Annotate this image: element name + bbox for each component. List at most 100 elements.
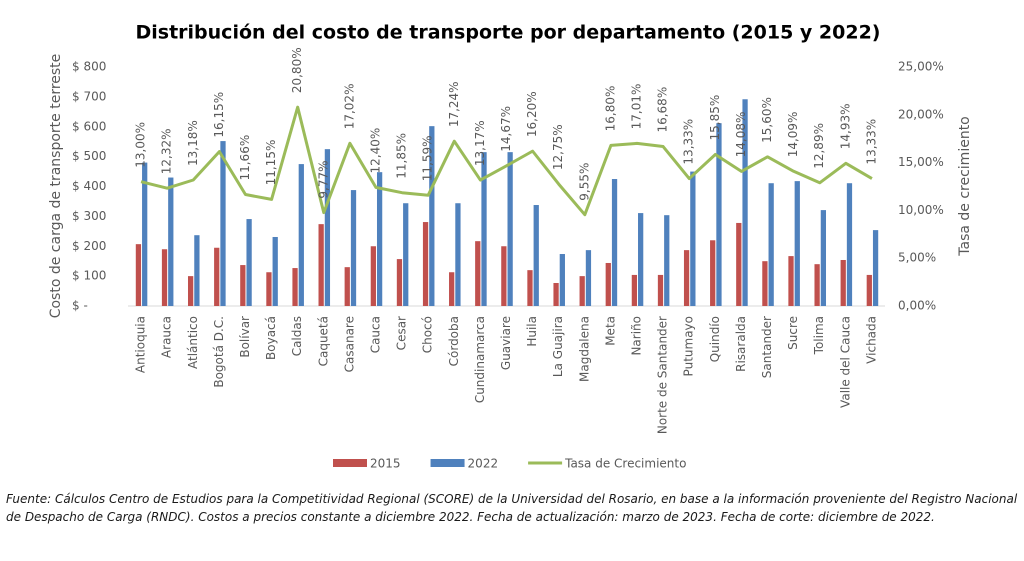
y-tick-label: $ 200 — [72, 239, 106, 253]
bar — [690, 171, 696, 306]
bar — [429, 126, 435, 306]
y-tick-label: $ 800 — [72, 60, 106, 74]
data-label: 12,75% — [551, 124, 565, 170]
x-tick-label: Quindío — [708, 316, 722, 362]
x-tick-label: Boyacá — [264, 316, 278, 360]
x-tick-label: Cesar — [395, 316, 409, 350]
bar — [501, 246, 507, 306]
x-tick-label: Guaviare — [499, 316, 513, 370]
bar — [736, 222, 742, 306]
bar — [846, 183, 853, 306]
y-tick-label: $ 300 — [72, 209, 106, 223]
y2-tick-label: 20,00% — [898, 107, 944, 121]
y-tick-label: $ 600 — [72, 119, 106, 133]
x-tick-label: Risaralda — [734, 316, 748, 372]
data-label: 14,93% — [838, 104, 852, 150]
y2-tick-label: 0,00% — [898, 299, 936, 313]
bar — [481, 152, 487, 306]
data-label: 16,20% — [525, 91, 539, 137]
data-label: 16,80% — [603, 86, 617, 132]
x-tick-label: Tolima — [812, 316, 826, 355]
bar — [135, 244, 142, 306]
bar — [814, 264, 820, 306]
x-tick-label: Bolívar — [238, 316, 252, 358]
bar — [657, 274, 664, 306]
y2-axis-title: Tasa de crecimiento — [957, 116, 973, 257]
legend-swatch — [333, 459, 367, 467]
y-tick-label: $ - — [72, 299, 88, 313]
bar — [370, 246, 376, 306]
data-label: 11,15% — [264, 140, 278, 186]
legend-swatch — [430, 459, 465, 467]
x-tick-label: Cundinamarca — [473, 316, 487, 403]
bar — [350, 190, 357, 306]
x-tick-label: Vichada — [864, 316, 878, 364]
bar — [266, 272, 272, 306]
x-tick-label: Chocó — [421, 316, 435, 353]
bar — [318, 224, 324, 306]
y2-tick-label: 15,00% — [898, 155, 944, 169]
data-label: 12,40% — [368, 128, 382, 174]
bar — [866, 274, 872, 306]
data-label: 15,85% — [708, 95, 722, 141]
data-label: 13,00% — [134, 122, 148, 168]
x-tick-label: Putumayo — [682, 316, 696, 376]
bar — [403, 203, 409, 306]
y-tick-label: $ 500 — [72, 149, 106, 163]
data-label: 15,60% — [760, 97, 774, 143]
x-tick-label: Atlántico — [186, 316, 200, 369]
bar — [396, 259, 403, 306]
data-label: 13,17% — [473, 120, 487, 166]
data-label: 16,15% — [212, 92, 226, 138]
x-tick-label: Caquetá — [316, 316, 330, 366]
x-tick-label: Magdalena — [577, 316, 591, 382]
bar — [788, 256, 794, 306]
bar — [553, 282, 559, 306]
data-label: 9,77% — [316, 160, 330, 198]
data-label: 14,08% — [734, 112, 748, 158]
x-tick-label: Sucre — [786, 316, 800, 350]
x-tick-label: Norte de Santander — [656, 316, 670, 434]
bar — [664, 215, 670, 306]
data-label: 14,09% — [786, 112, 800, 158]
bar — [638, 213, 644, 306]
bar — [585, 250, 592, 306]
data-label: 14,67% — [499, 106, 513, 152]
bar — [220, 141, 226, 306]
bar — [794, 181, 800, 306]
x-tick-label: Valle del Cauca — [838, 316, 852, 408]
legend-label: Tasa de Crecimiento — [564, 457, 686, 471]
x-tick-label: Caldas — [290, 316, 304, 356]
data-label: 13,33% — [682, 119, 696, 165]
x-tick-label: Arauca — [160, 316, 174, 358]
bar — [455, 203, 461, 306]
data-label: 11,66% — [238, 135, 252, 181]
bar — [422, 222, 429, 306]
bar — [611, 179, 618, 306]
data-label: 11,59% — [421, 135, 435, 181]
bar — [240, 265, 246, 306]
y-tick-label: $ 400 — [72, 179, 106, 193]
bar — [716, 123, 722, 306]
bar — [710, 240, 716, 306]
chart: Distribución del costo de transporte por… — [48, 22, 973, 471]
bar — [742, 99, 748, 306]
x-tick-label: Cauca — [368, 316, 382, 353]
bar — [324, 149, 331, 306]
bar — [292, 268, 298, 306]
data-label: 20,80% — [290, 47, 304, 93]
x-tick-label: Casanare — [342, 316, 356, 372]
x-tick-label: Córdoba — [447, 316, 461, 366]
x-tick-label: Nariño — [630, 316, 644, 356]
bar — [168, 177, 174, 306]
data-label: 11,85% — [395, 133, 409, 179]
bar — [187, 276, 194, 306]
x-tick-label: Santander — [760, 316, 774, 378]
bar — [579, 276, 585, 306]
data-label: 17,02% — [342, 84, 356, 130]
bar — [872, 230, 879, 306]
legend-label: 2022 — [468, 457, 499, 471]
bar — [527, 270, 533, 306]
bar — [475, 241, 481, 306]
